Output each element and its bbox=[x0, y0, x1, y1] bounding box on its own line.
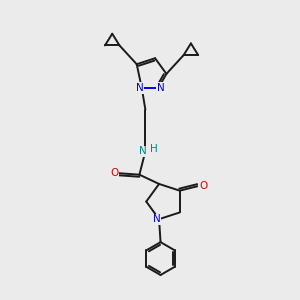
Text: O: O bbox=[199, 181, 207, 191]
Text: N: N bbox=[139, 146, 147, 156]
Text: N: N bbox=[157, 83, 164, 93]
Text: N: N bbox=[136, 83, 143, 93]
Text: N: N bbox=[153, 214, 160, 224]
Text: O: O bbox=[110, 168, 118, 178]
Text: H: H bbox=[150, 144, 158, 154]
